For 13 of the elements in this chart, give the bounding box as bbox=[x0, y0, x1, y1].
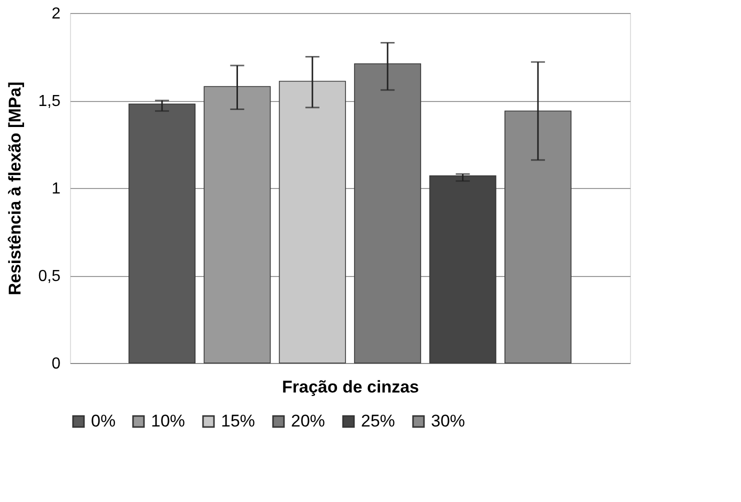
y-axis-title: Resistência à flexão [MPa] bbox=[5, 82, 24, 296]
legend-label: 0% bbox=[91, 412, 116, 431]
legend-label: 20% bbox=[291, 412, 326, 431]
legend-label: 10% bbox=[151, 412, 186, 431]
y-tick-label: 2 bbox=[52, 6, 61, 22]
legend-label: 25% bbox=[361, 412, 396, 431]
y-tick-label: 1,5 bbox=[38, 93, 61, 110]
y-tick-label: 0 bbox=[52, 356, 61, 372]
y-tick-label: 0,5 bbox=[38, 268, 61, 285]
legend-label: 30% bbox=[431, 412, 466, 431]
legend-label: 15% bbox=[221, 412, 256, 431]
y-tick-label: 1 bbox=[52, 180, 61, 198]
x-axis-title: Fração de cinzas bbox=[282, 378, 420, 396]
